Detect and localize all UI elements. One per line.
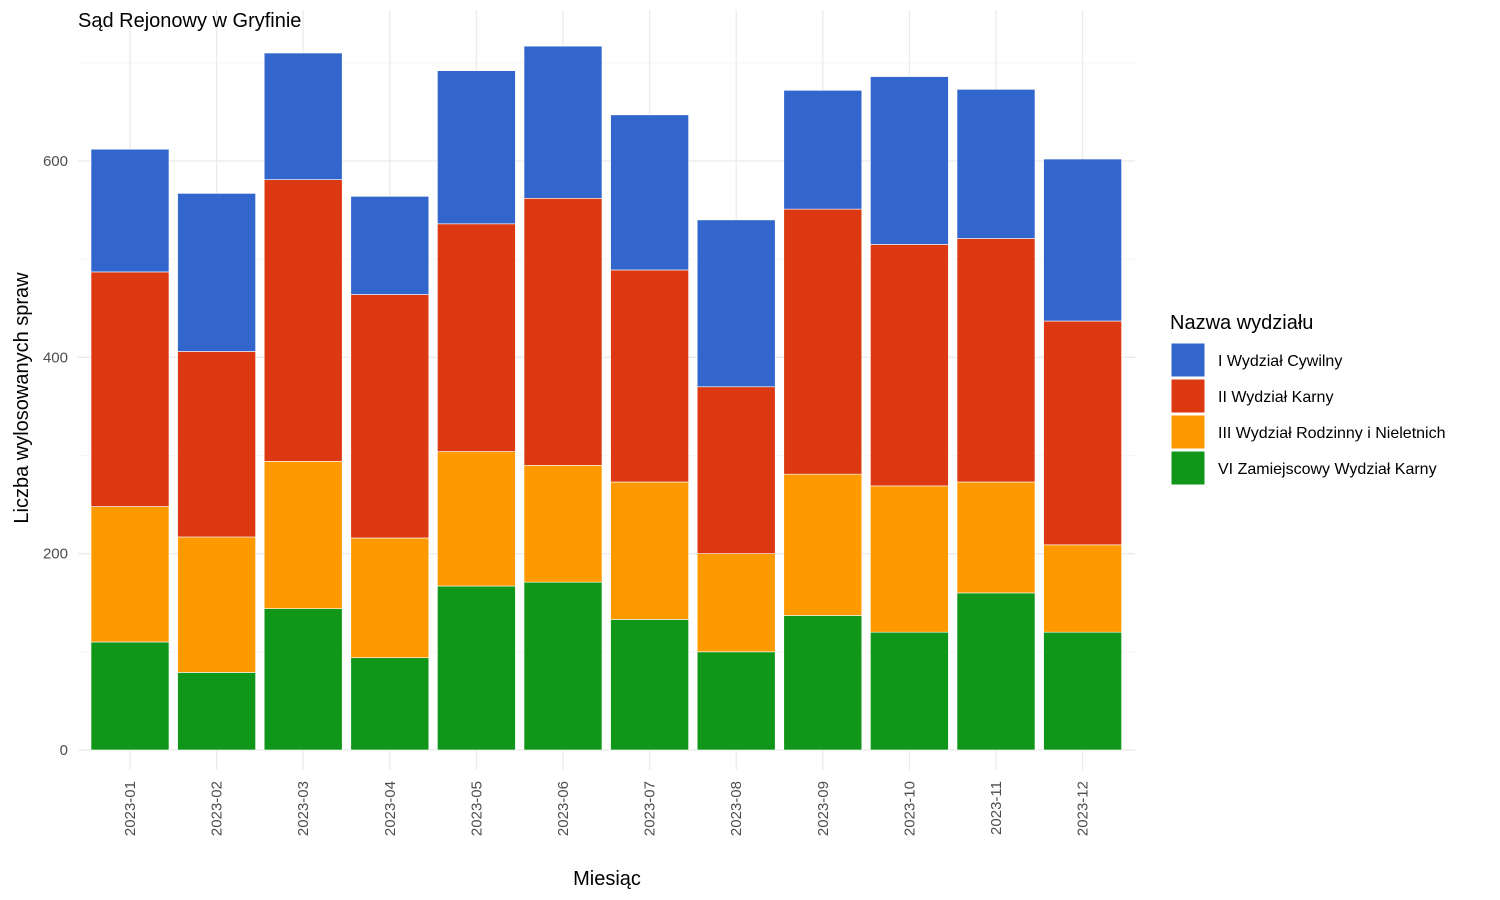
bar-segment (1043, 544, 1122, 633)
bar-segment (350, 196, 430, 295)
bar-segment (696, 553, 776, 653)
bar-segment (610, 619, 689, 751)
bar-segment (610, 481, 689, 620)
bar-segment (523, 198, 603, 466)
y-tick-label: 600 (43, 153, 68, 170)
x-tick-label: 2023-11 (988, 781, 1005, 835)
bar-segment (437, 585, 516, 751)
legend-swatch (1170, 414, 1206, 450)
bar-segment (870, 485, 949, 633)
bar-segment (1043, 320, 1122, 546)
bar-segment (956, 592, 1036, 751)
bar-segment (263, 608, 343, 751)
bar-segment (956, 481, 1036, 594)
x-tick-label: 2023-08 (728, 781, 745, 836)
legend-label: VI Zamiejscowy Wydział Karny (1218, 461, 1437, 478)
legend-label: I Wydział Cywilny (1218, 353, 1342, 370)
bar-segment (350, 537, 430, 659)
bar-segment (956, 238, 1036, 483)
chart-title: Sąd Rejonowy w Gryfinie (78, 10, 301, 32)
legend-label: II Wydział Karny (1218, 389, 1333, 406)
bar-segment (523, 45, 603, 199)
legend-swatch (1170, 342, 1206, 378)
bar-segment (350, 294, 430, 539)
legend: Nazwa wydziału I Wydział Cywilny II Wydzi… (1170, 312, 1446, 486)
legend-swatch (1170, 378, 1206, 414)
y-axis-title: Liczba wylosowanych spraw (11, 272, 33, 524)
bar-segment (956, 89, 1036, 239)
x-tick-label: 2023-04 (382, 781, 399, 836)
x-tick-label: 2023-09 (815, 781, 832, 836)
bar-segment (90, 641, 170, 751)
bar-segment (783, 90, 863, 210)
x-axis-title: Miesiąc (573, 868, 641, 890)
bar-segment (90, 148, 170, 273)
bar-segment (263, 179, 343, 462)
y-tick-label: 200 (43, 546, 68, 563)
bar-segment (696, 651, 776, 751)
bar-segment (783, 473, 863, 616)
bar-segment (177, 351, 256, 538)
bar-segment (350, 657, 430, 751)
x-tick-label: 2023-10 (901, 781, 918, 836)
x-tick-label: 2023-03 (295, 781, 312, 836)
bar-segment (263, 52, 343, 180)
legend-title: Nazwa wydziału (1170, 312, 1313, 334)
bar-segment (263, 461, 343, 609)
bar-segment (177, 536, 256, 673)
x-tick-label: 2023-12 (1075, 781, 1092, 836)
bar-segment (610, 114, 689, 271)
x-tick-label: 2023-05 (468, 781, 485, 836)
bar-segment (523, 465, 603, 583)
bar-segment (870, 631, 949, 751)
bar-segment (1043, 158, 1122, 322)
x-axis-ticks: 2023-01 2023-02 2023-03 2023-04 2023-05 2023-… (122, 781, 1092, 836)
legend-swatch (1170, 450, 1206, 486)
legend-label: III Wydział Rodzinny i Nieletnich (1218, 425, 1446, 442)
bar-segment (177, 193, 256, 352)
bar-segment (177, 672, 256, 751)
bar-segment (870, 76, 949, 245)
bar-segment (1043, 631, 1122, 751)
y-tick-label: 0 (60, 742, 68, 759)
bar-segment (90, 506, 170, 643)
bar-segment (437, 451, 516, 587)
x-tick-label: 2023-02 (209, 781, 226, 836)
bar-segment (437, 223, 516, 452)
bar-segment (523, 581, 603, 751)
y-axis-ticks: 0 200 400 600 (43, 153, 68, 759)
x-tick-label: 2023-01 (122, 781, 139, 836)
bar-segment (90, 271, 170, 507)
bar-segment (696, 386, 776, 554)
bar-segment (783, 615, 863, 751)
bar-segment (870, 244, 949, 487)
bar-segment (696, 219, 776, 388)
bar-segment (610, 269, 689, 483)
bar-segment (783, 208, 863, 475)
x-tick-label: 2023-06 (555, 781, 572, 836)
bars (90, 45, 1122, 751)
bar-segment (437, 70, 516, 225)
x-tick-label: 2023-07 (642, 781, 659, 836)
y-tick-label: 400 (43, 349, 68, 366)
